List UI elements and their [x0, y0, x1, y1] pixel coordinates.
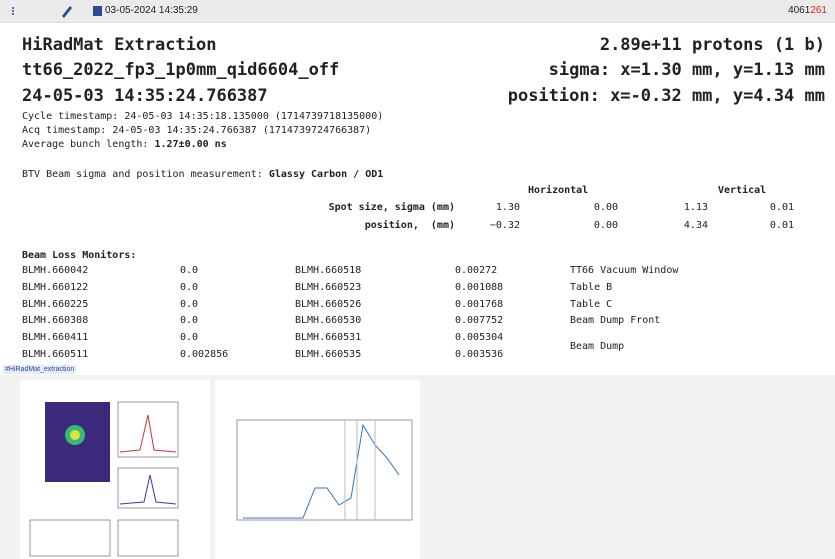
- bunch-value: 1.27±0.00 ns: [154, 139, 226, 150]
- sigma: sigma: x=1.30 mm, y=1.13 mm: [549, 60, 825, 80]
- blm-cell: BLMH.660122: [22, 282, 88, 293]
- blm-location: TT66 Vacuum Window: [570, 265, 678, 276]
- cycle-name: tt66_2022_fp3_1p0mm_qid6604_off: [22, 60, 339, 80]
- blm-location: Table C: [570, 299, 612, 310]
- col-vertical: Vertical: [718, 185, 766, 196]
- blm-location: Beam Dump Front: [570, 315, 660, 326]
- btv-cell: −0.32: [490, 220, 520, 231]
- blm-cell: 0.00272: [455, 265, 497, 276]
- record-id-main: 4061: [788, 5, 810, 16]
- blm-cell: BLMH.660523: [295, 282, 361, 293]
- edit-icon[interactable]: [62, 6, 72, 18]
- blm-cell: 0.001088: [455, 282, 503, 293]
- btv-cell: 0.01: [770, 220, 794, 231]
- blm-cell: 0.001768: [455, 299, 503, 310]
- blm-cell: BLMH.660042: [22, 265, 88, 276]
- btv-row-label: position, (mm): [365, 220, 455, 231]
- blm-cell: 0.005304: [455, 332, 503, 343]
- blm-title: Beam Loss Monitors:: [22, 250, 136, 261]
- timestamp: 03-05-2024 14:35:29: [105, 5, 198, 16]
- blm-cell: 0.0: [180, 265, 198, 276]
- cycle-timestamp: Cycle timestamp: 24-05-03 14:35:18.13500…: [22, 111, 383, 122]
- tag[interactable]: #HiRadMat_extraction: [3, 365, 76, 374]
- btv-cell: 1.13: [684, 202, 708, 213]
- blm-cell: BLMH.660308: [22, 315, 88, 326]
- save-icon[interactable]: [93, 6, 102, 16]
- blm-cell: BLMH.660526: [295, 299, 361, 310]
- btv-label: BTV Beam sigma and position measurement:: [22, 169, 263, 180]
- intensity: 2.89e+11 protons (1 b): [600, 35, 825, 55]
- btv-line: BTV Beam sigma and position measurement:…: [22, 169, 383, 180]
- blm-location: Table B: [570, 282, 612, 293]
- toolbar: 03-05-2024 14:35:29 4061261: [0, 0, 835, 23]
- record-id-suffix: 261: [810, 5, 827, 16]
- menu-icon[interactable]: [12, 7, 14, 15]
- blm-cell: 0.003536: [455, 349, 503, 360]
- attachment-beam-image[interactable]: [20, 380, 210, 559]
- blm-cell: 0.007752: [455, 315, 503, 326]
- btv-cell: 0.01: [770, 202, 794, 213]
- blm-cell: BLMH.660411: [22, 332, 88, 343]
- acq-timestamp: Acq timestamp: 24-05-03 14:35:24.766387 …: [22, 125, 371, 136]
- record-id: 4061261: [788, 5, 827, 16]
- btv-cell: 0.00: [594, 220, 618, 231]
- col-horizontal: Horizontal: [528, 185, 588, 196]
- blm-location: Beam Dump: [570, 341, 624, 352]
- page: {"toolbar": {"datetime": "03-05-2024 14:…: [0, 0, 835, 559]
- btv-row-label: Spot size, sigma (mm): [329, 202, 455, 213]
- btv-cell: 0.00: [594, 202, 618, 213]
- title: HiRadMat Extraction: [22, 35, 216, 55]
- blm-cell: BLMH.660530: [295, 315, 361, 326]
- blm-cell: 0.0: [180, 299, 198, 310]
- blm-cell: BLMH.660225: [22, 299, 88, 310]
- attachment-blm-chart[interactable]: [215, 380, 420, 559]
- acq-time: 24-05-03 14:35:24.766387: [22, 86, 268, 106]
- toolbar-icons: [0, 0, 110, 22]
- blm-cell: BLMH.660511: [22, 349, 88, 360]
- btv-screen: Glassy Carbon / OD1: [269, 169, 383, 180]
- blm-cell: BLMH.660531: [295, 332, 361, 343]
- attachments: [0, 375, 835, 559]
- blm-cell: BLMH.660535: [295, 349, 361, 360]
- blm-cell: 0.0: [180, 332, 198, 343]
- blm-cell: BLMH.660518: [295, 265, 361, 276]
- btv-cell: 1.30: [496, 202, 520, 213]
- btv-cell: 4.34: [684, 220, 708, 231]
- bunch-label: Average bunch length:: [22, 139, 148, 150]
- page-body: 03-05-2024 14:35:29 4061261 HiRadMat Ext…: [0, 0, 835, 559]
- position: position: x=-0.32 mm, y=4.34 mm: [508, 86, 825, 106]
- blm-cell: 0.0: [180, 315, 198, 326]
- bunch-length: Average bunch length: 1.27±0.00 ns: [22, 139, 227, 150]
- blm-cell: 0.002856: [180, 349, 228, 360]
- blm-cell: 0.0: [180, 282, 198, 293]
